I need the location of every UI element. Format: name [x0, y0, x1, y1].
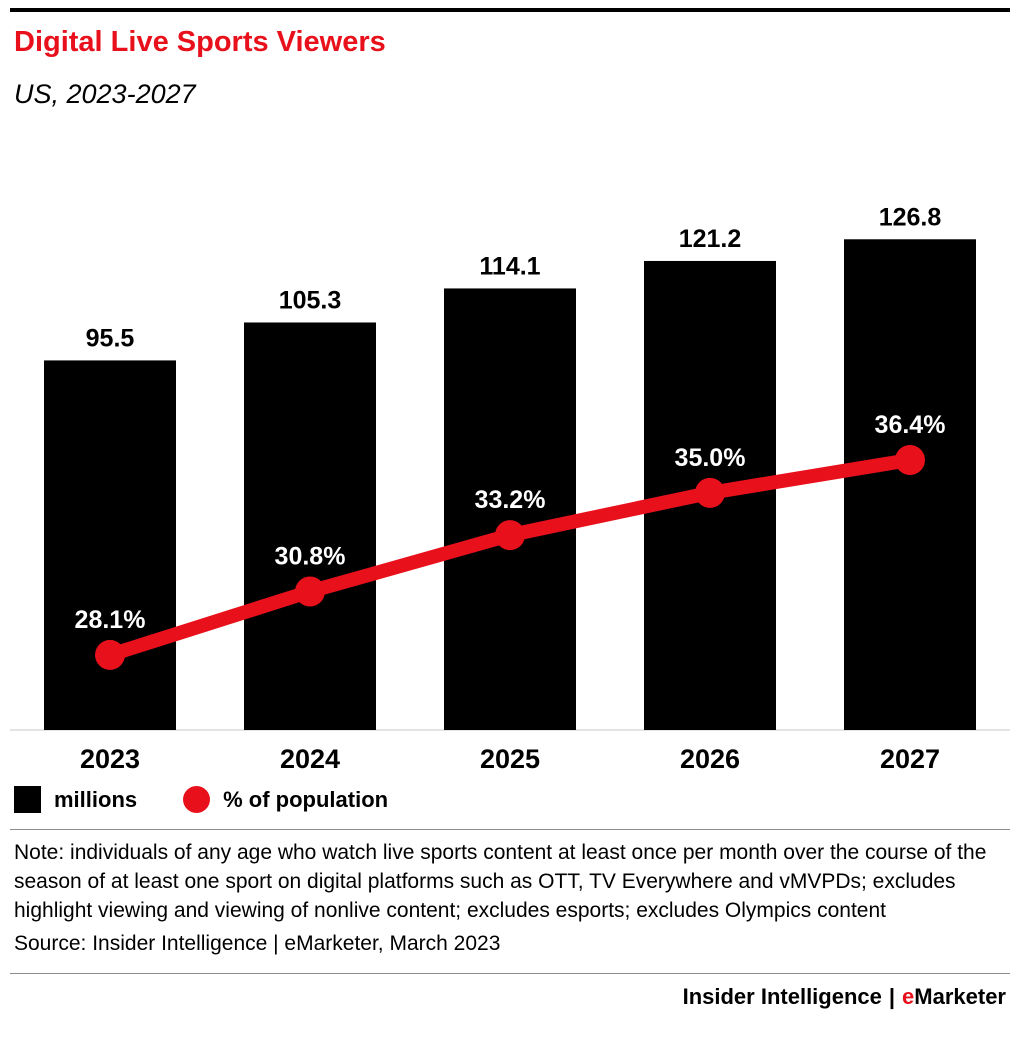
- legend-label: millions: [54, 786, 138, 812]
- line-value-label-2025: 33.2%: [475, 487, 546, 515]
- line-value-label-2027: 36.4%: [875, 411, 946, 439]
- line-point-2026: [695, 478, 725, 509]
- line-value-label-2023: 28.1%: [75, 606, 146, 634]
- footer-divider: [10, 972, 1010, 974]
- brand-emarketer-rest: Marketer: [914, 983, 1006, 1009]
- bar-value-label-2027: 126.8: [879, 204, 942, 232]
- brand-footer: Insider Intelligence | eMarketer: [14, 984, 1006, 1010]
- brand-insider-intelligence: Insider Intelligence: [682, 983, 882, 1009]
- chart-canvas: 95.5 105.3 114.1 121.2 126.8 28.1% 30.8% 33.2% 3…: [10, 204, 1010, 774]
- legend-label: % of population: [223, 786, 389, 812]
- brand-emarketer-e: e: [902, 983, 915, 1009]
- percent-population-swatch-icon: [183, 786, 211, 814]
- x-axis-label-2025: 2025: [480, 744, 540, 774]
- x-axis-label-2024: 2024: [280, 744, 340, 774]
- line-point-2027: [895, 445, 925, 476]
- millions-swatch-icon: [14, 786, 41, 814]
- page-subtitle: US, 2023-2027: [14, 79, 196, 110]
- x-axis-label-2023: 2023: [80, 744, 140, 774]
- x-axis-label-2027: 2027: [880, 744, 940, 774]
- legend-item-millions: millions: [14, 786, 138, 814]
- bar-2023: [44, 360, 176, 731]
- x-axis-label-2026: 2026: [680, 744, 740, 774]
- chart-note: Note: individuals of any age who watch l…: [14, 841, 987, 922]
- chart-legend: millions % of population: [14, 786, 1020, 814]
- line-value-label-2026: 35.0%: [675, 444, 746, 472]
- page-title: Digital Live Sports Viewers: [14, 26, 386, 58]
- line-point-2023: [95, 640, 125, 671]
- bar-2024: [244, 322, 376, 731]
- bar-value-label-2025: 114.1: [479, 253, 540, 281]
- note-divider: [10, 829, 1010, 831]
- bar-value-label-2026: 121.2: [679, 225, 742, 253]
- bar-value-label-2024: 105.3: [279, 287, 342, 315]
- legend-item-percent-population: % of population: [183, 786, 389, 814]
- bar-value-label-2023: 95.5: [86, 325, 135, 353]
- bar-2027: [844, 239, 976, 731]
- brand-separator: |: [888, 983, 896, 1009]
- top-rule: [10, 8, 1010, 12]
- chart-source: Source: Insider Intelligence | eMarketer…: [14, 931, 501, 955]
- line-point-2025: [495, 520, 525, 551]
- bar-2025: [444, 288, 576, 731]
- line-value-label-2024: 30.8%: [275, 543, 346, 571]
- line-point-2024: [295, 576, 325, 607]
